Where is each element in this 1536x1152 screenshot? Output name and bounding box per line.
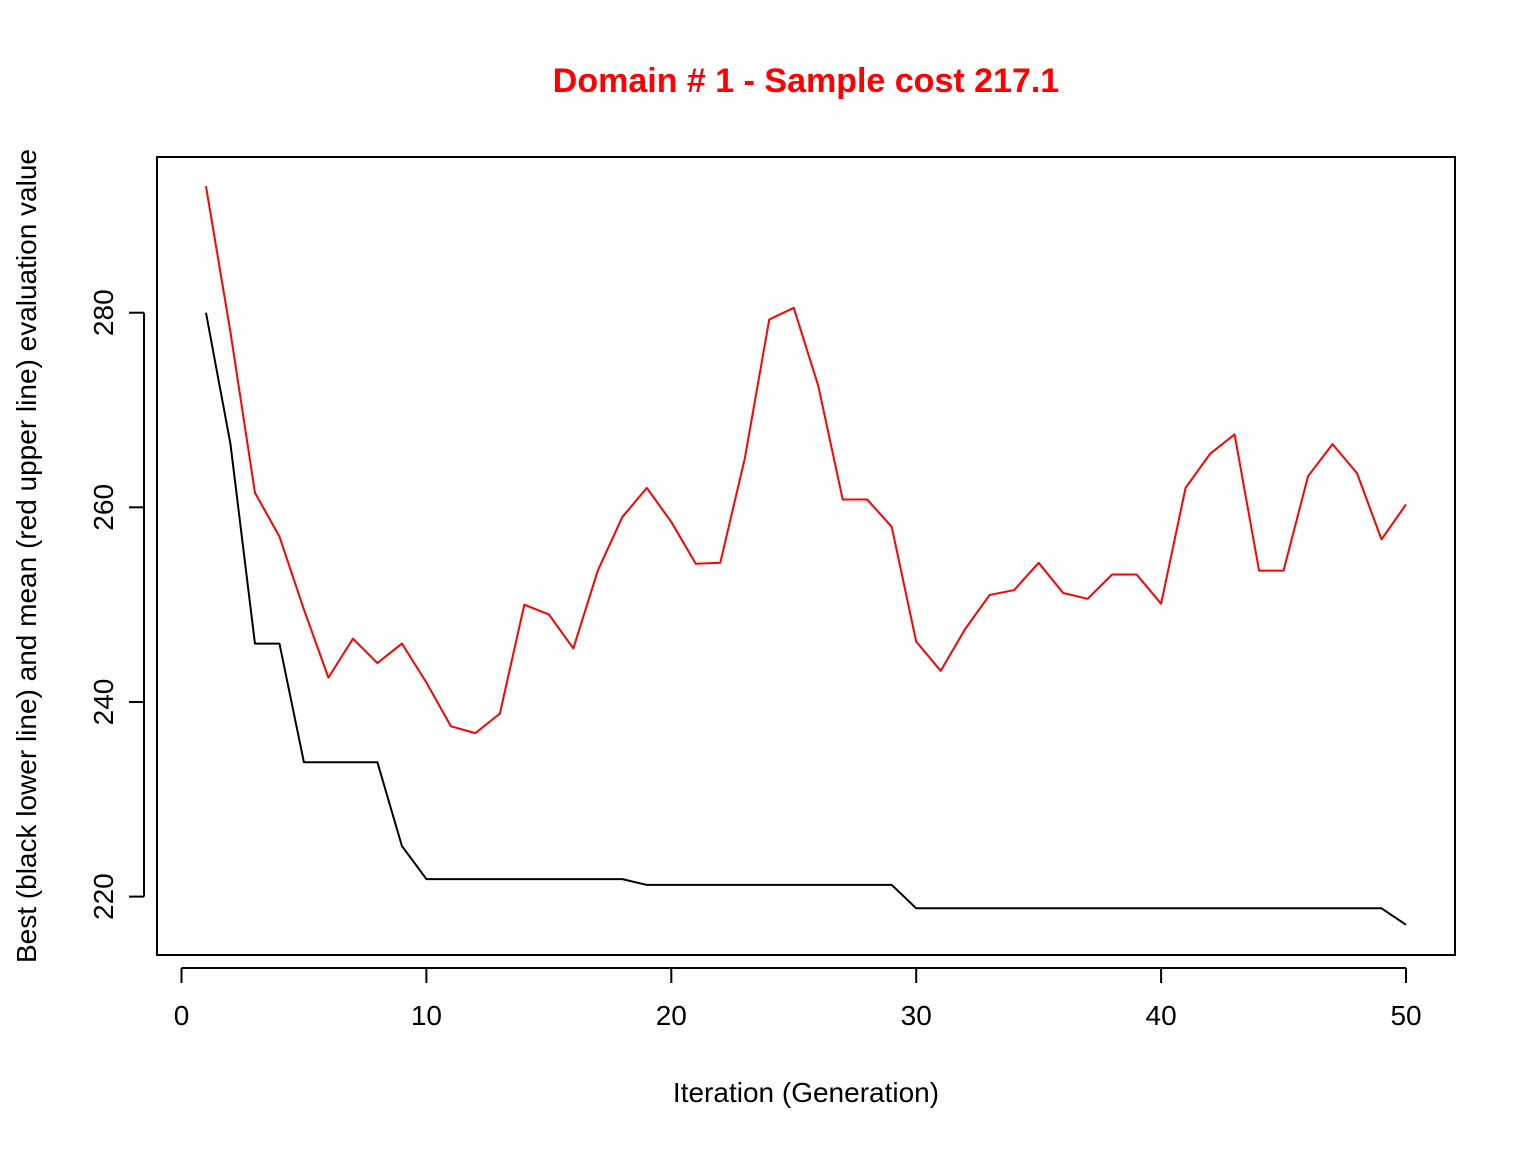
y-tick-label: 260 [88, 484, 119, 531]
chart-title: Domain # 1 - Sample cost 217.1 [553, 62, 1059, 100]
series-line-0 [204, 186, 1407, 735]
x-tick-label: 10 [411, 1000, 442, 1031]
x-tick-label: 50 [1390, 1000, 1421, 1031]
y-axis: 220 240 260 280 [88, 289, 145, 920]
x-tick-label: 30 [901, 1000, 932, 1031]
y-axis-label: Best (black lower line) and mean (red up… [11, 149, 42, 963]
y-tick-label: 240 [88, 679, 119, 726]
plot-frame [156, 156, 1456, 956]
series-layer [204, 186, 1407, 926]
x-tick-label: 40 [1146, 1000, 1177, 1031]
x-tick-label: 20 [656, 1000, 687, 1031]
x-tick-label: 0 [174, 1000, 190, 1031]
y-tick-label: 220 [88, 873, 119, 920]
x-axis: 0 10 20 30 40 50 [174, 967, 1422, 1031]
x-axis-label: Iteration (Generation) [673, 1077, 939, 1108]
series-line-1 [204, 312, 1407, 926]
y-tick-label: 280 [88, 289, 119, 336]
